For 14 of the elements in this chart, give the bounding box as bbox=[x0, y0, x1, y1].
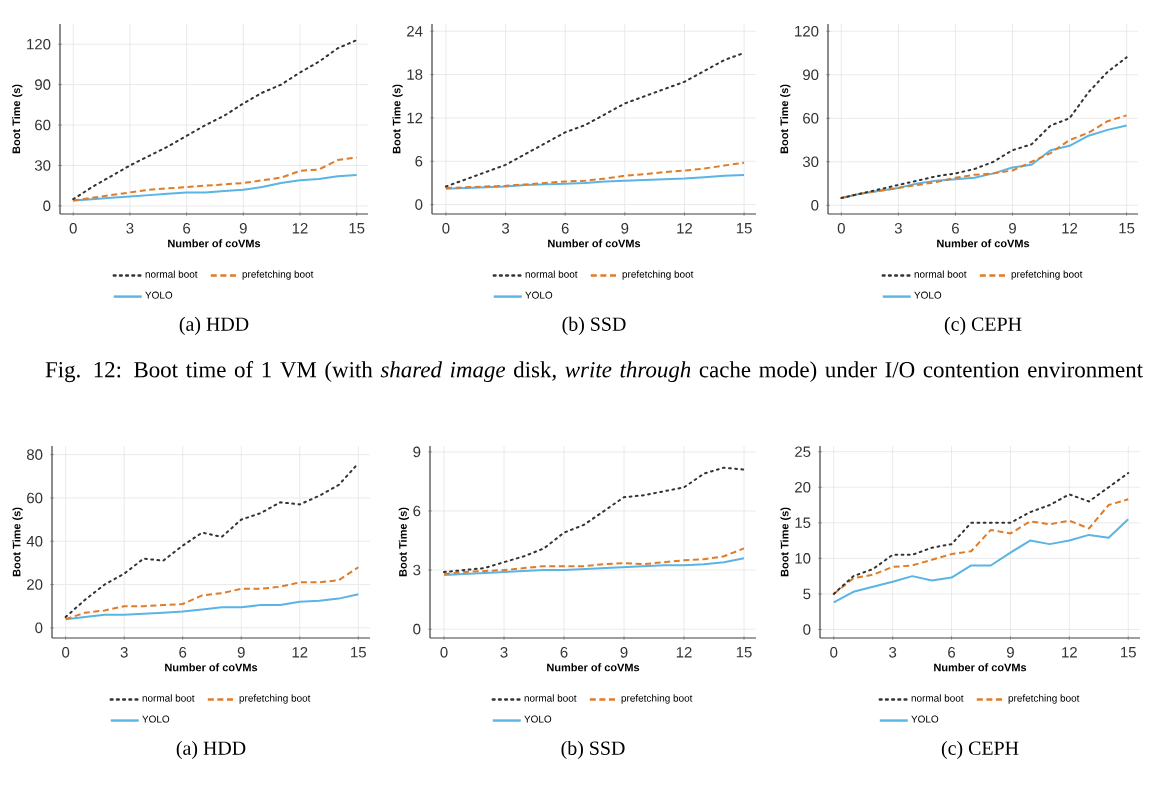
text: (c) CEPH bbox=[944, 316, 1022, 335]
caption: Fig. 12: Boot time of 1 VM (with shared image disk, write through cache mode) under I/O contention environment bbox=[45, 361, 1143, 383]
line-series bbox=[64, 462, 360, 618]
line-series bbox=[444, 51, 746, 188]
line-series bbox=[72, 156, 358, 202]
line-series bbox=[444, 161, 746, 189]
text: (c) CEPH bbox=[941, 740, 1019, 759]
line-series bbox=[64, 566, 360, 621]
text: (b) SSD bbox=[561, 740, 625, 759]
line-series bbox=[444, 173, 746, 190]
text: (a) HDD bbox=[176, 740, 246, 759]
text: (a) HDD bbox=[179, 316, 249, 335]
text: (b) SSD bbox=[562, 316, 626, 335]
line-series bbox=[832, 498, 1130, 595]
